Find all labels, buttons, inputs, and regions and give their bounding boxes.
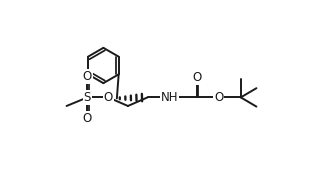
Text: O: O [83, 111, 92, 124]
Text: S: S [84, 91, 91, 104]
Text: O: O [83, 70, 92, 83]
Text: O: O [193, 71, 202, 84]
Text: NH: NH [161, 91, 178, 104]
Text: O: O [214, 91, 223, 104]
Text: O: O [104, 91, 113, 104]
